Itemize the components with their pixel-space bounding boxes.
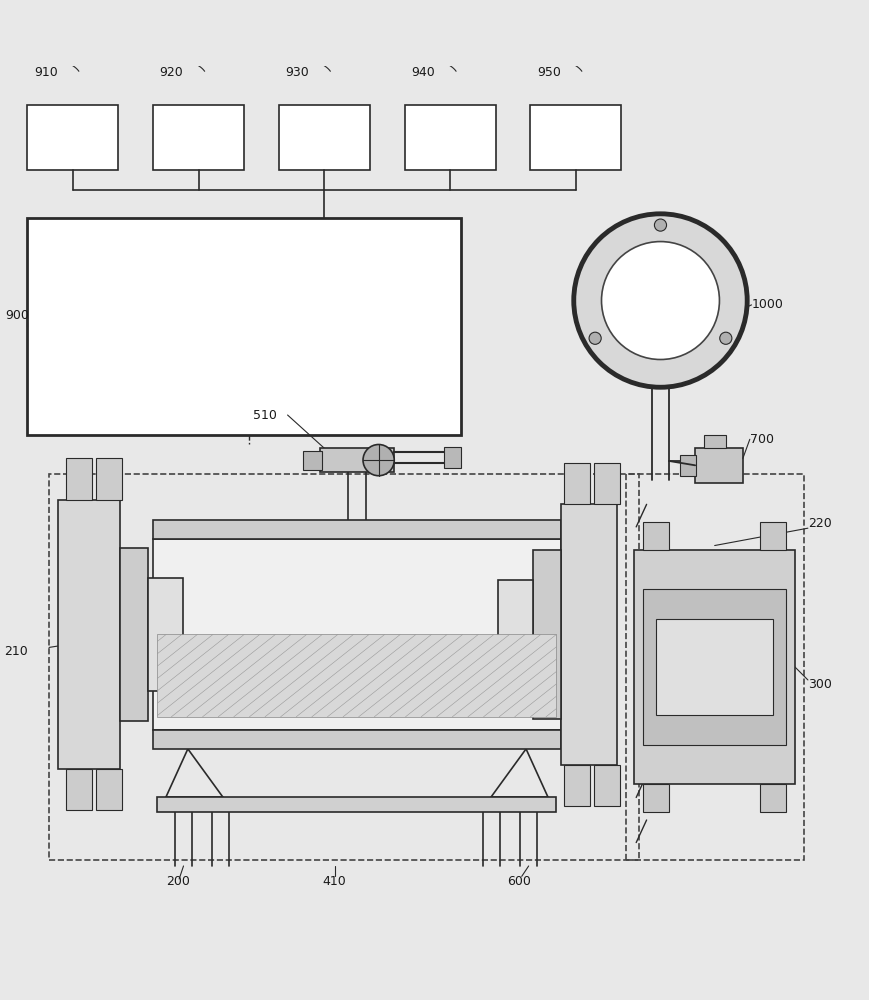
Bar: [28, 105, 118, 170]
Text: 1000: 1000: [751, 298, 782, 311]
Bar: [564, 463, 589, 504]
Circle shape: [653, 219, 666, 231]
Bar: [153, 520, 561, 539]
Text: 600: 600: [507, 875, 530, 888]
Bar: [530, 105, 620, 170]
Text: 930: 930: [285, 66, 308, 79]
Bar: [642, 784, 668, 812]
Bar: [498, 580, 533, 689]
Bar: [760, 522, 786, 550]
Bar: [533, 550, 561, 719]
Text: 950: 950: [536, 66, 561, 79]
Bar: [694, 448, 742, 483]
Bar: [320, 448, 394, 472]
Circle shape: [588, 332, 600, 344]
Bar: [564, 765, 589, 806]
Bar: [96, 458, 122, 500]
Text: 700: 700: [749, 433, 773, 446]
Bar: [153, 105, 244, 170]
Bar: [96, 769, 122, 810]
Bar: [120, 548, 148, 721]
Bar: [57, 500, 120, 769]
Bar: [561, 504, 616, 765]
Bar: [703, 435, 725, 448]
Circle shape: [719, 332, 731, 344]
Bar: [679, 455, 695, 476]
Bar: [148, 578, 182, 691]
Bar: [642, 522, 668, 550]
Text: 410: 410: [322, 875, 346, 888]
Bar: [760, 784, 786, 812]
Bar: [404, 105, 495, 170]
Text: 210: 210: [4, 645, 28, 658]
Text: 200: 200: [166, 875, 189, 888]
Bar: [642, 589, 786, 745]
Bar: [157, 797, 556, 812]
Text: 940: 940: [411, 66, 434, 79]
Circle shape: [600, 242, 719, 360]
Text: 900: 900: [6, 309, 30, 322]
Text: 920: 920: [160, 66, 183, 79]
Bar: [279, 105, 369, 170]
Bar: [593, 463, 619, 504]
Bar: [655, 619, 773, 715]
Bar: [443, 447, 461, 468]
Bar: [157, 634, 556, 717]
Text: 220: 220: [807, 517, 831, 530]
Bar: [153, 539, 561, 730]
Text: 910: 910: [34, 66, 57, 79]
Bar: [66, 769, 92, 810]
Circle shape: [362, 444, 394, 476]
Bar: [66, 458, 92, 500]
Text: 300: 300: [807, 678, 831, 691]
Text: 510: 510: [253, 409, 276, 422]
Bar: [634, 550, 794, 784]
Bar: [28, 218, 461, 435]
Circle shape: [573, 214, 746, 387]
Bar: [153, 730, 561, 749]
Bar: [49, 474, 638, 860]
Bar: [593, 765, 619, 806]
Bar: [625, 474, 803, 860]
Bar: [302, 451, 322, 470]
